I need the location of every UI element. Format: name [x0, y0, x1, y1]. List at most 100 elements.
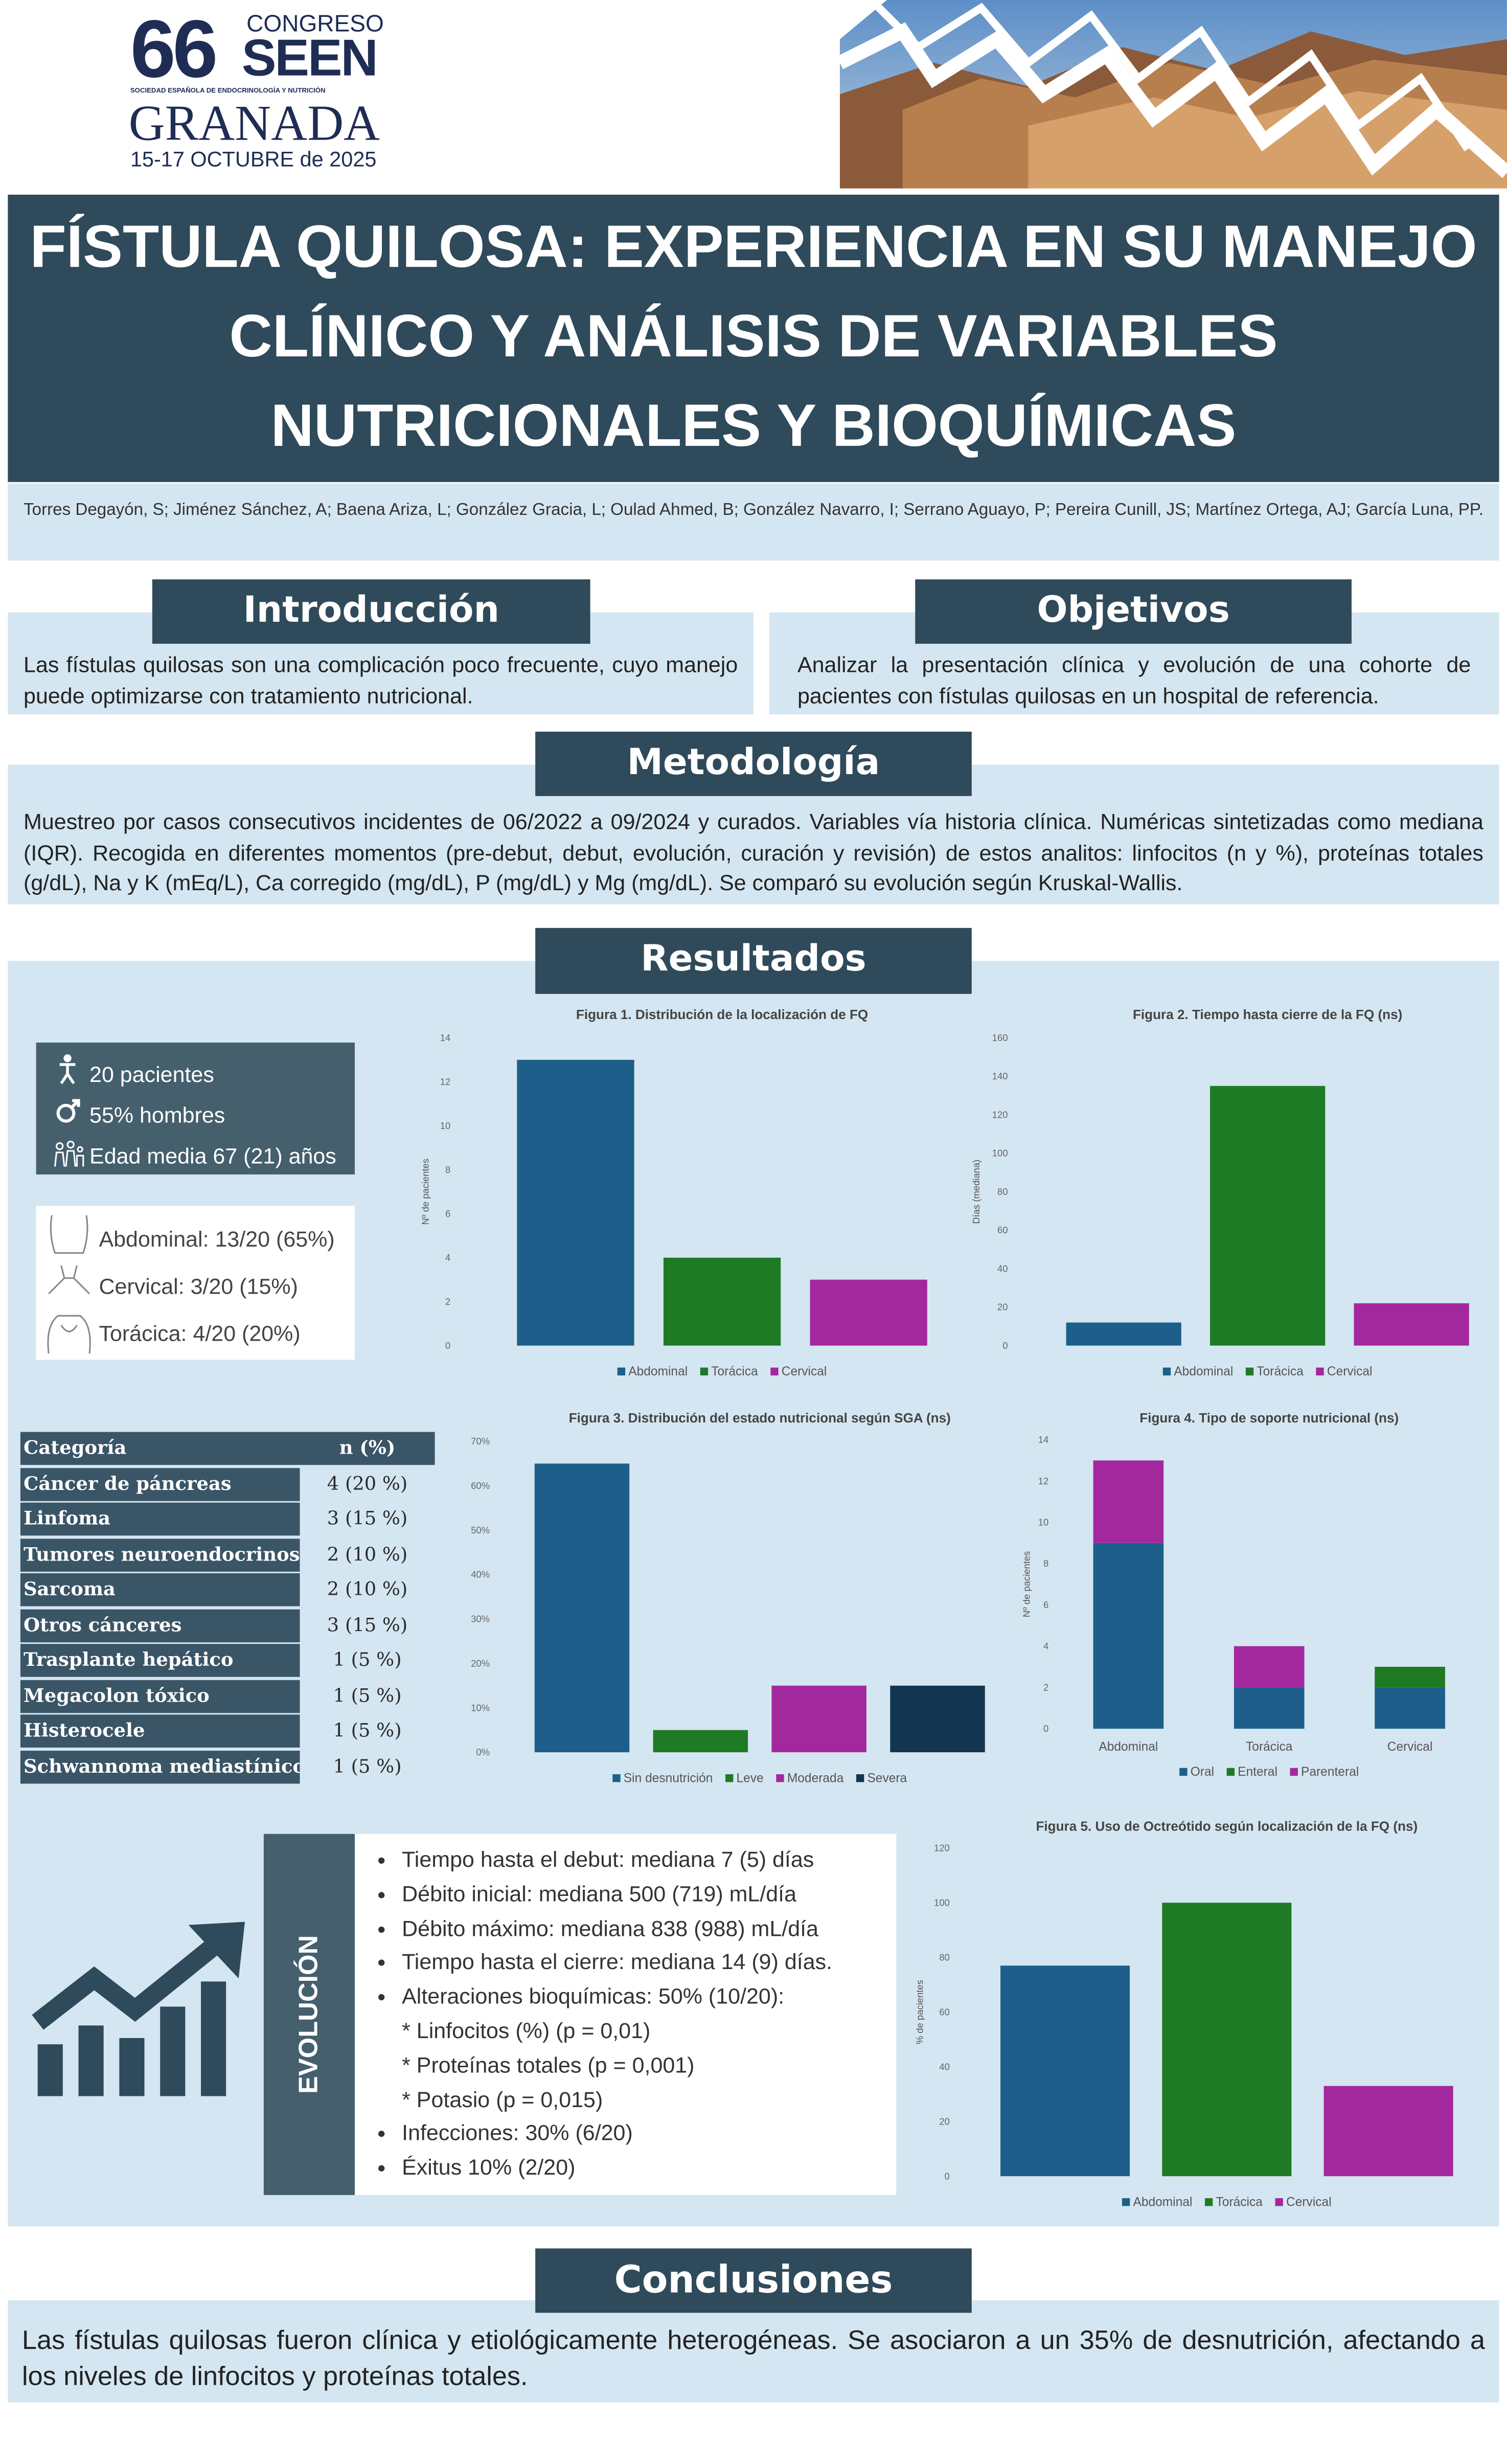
icon-bar: [37, 2044, 63, 2096]
y-tick-label: 70%: [471, 1436, 490, 1446]
chart-title: Figura 5. Uso de Octreótido según locali…: [1036, 1819, 1418, 1834]
table-header: Categoría n (%): [20, 1432, 435, 1465]
thorax-icon: [47, 1315, 91, 1354]
evolution-item: Éxitus 10% (2/20): [402, 2152, 896, 2186]
icon-bar: [78, 2025, 104, 2096]
y-tick-label: 6: [445, 1208, 450, 1219]
methods-heading: Metodología: [535, 731, 972, 796]
evolution-item: Tiempo hasta el cierre: mediana 14 (9) d…: [402, 1946, 896, 1980]
y-tick-label: 14: [1038, 1434, 1048, 1445]
legend-swatch: [770, 1367, 779, 1376]
category-cell: Schwannoma mediastínico: [20, 1750, 300, 1783]
table-row: Otros cánceres 3 (15 %): [20, 1609, 435, 1642]
table-row: Sarcoma 2 (10 %): [20, 1573, 435, 1607]
y-tick-label: 4: [445, 1252, 450, 1263]
evolution-item: Tiempo hasta el debut: mediana 7 (5) día…: [402, 1843, 896, 1878]
y-tick-label: 40%: [471, 1569, 490, 1580]
bar: [1066, 1322, 1181, 1346]
category-cell: Megacolon tóxico: [20, 1679, 300, 1712]
bar-segment: [1375, 1666, 1445, 1688]
y-tick-label: 100: [934, 1897, 950, 1908]
value-cell: 1 (5 %): [333, 1754, 402, 1777]
y-tick-label: 20: [939, 2116, 949, 2127]
evolution-item-text: Alteraciones bioquímicas: 50% (10/20):: [402, 1983, 785, 2009]
legend-swatch: [776, 1774, 784, 1782]
y-tick-label: 120: [934, 1842, 950, 1853]
bar: [771, 1685, 866, 1753]
value-cell: 3 (15 %): [327, 1507, 408, 1529]
legend-swatch: [612, 1774, 621, 1782]
legend-label: Leve: [737, 1771, 764, 1785]
y-tick-label: 40: [939, 2061, 949, 2072]
evolution-label-box: EVOLUCIÓN: [263, 1834, 355, 2195]
bar-segment: [1093, 1460, 1164, 1543]
category-cell: Otros cánceres: [20, 1609, 300, 1642]
x-tick-label: Abdominal: [1099, 1740, 1158, 1754]
bar: [517, 1059, 634, 1346]
evolution-sublist: * Linfocitos (%) (p = 0,01) * Proteínas …: [402, 2015, 896, 2117]
header-image: [839, 0, 1507, 189]
legend-label: Abdominal: [628, 1365, 688, 1378]
legend-swatch: [617, 1367, 626, 1376]
legend-swatch: [700, 1367, 709, 1376]
y-tick-label: 40: [997, 1263, 1008, 1274]
body-icons: [47, 1215, 91, 1354]
y-tick-label: 4: [1043, 1641, 1048, 1652]
evolution-subitem: * Linfocitos (%) (p = 0,01): [402, 2017, 651, 2043]
evolution-list: Tiempo hasta el debut: mediana 7 (5) día…: [355, 1843, 896, 2185]
demographics-box: 20 pacientes 55% hombres Edad media 67 (…: [36, 1043, 355, 1174]
conclusions-heading: Conclusiones: [535, 2248, 972, 2313]
intro-heading: Introducción: [152, 579, 590, 644]
bar-segment: [1093, 1543, 1164, 1729]
family-icon: [77, 1146, 83, 1152]
legend-label: Abdominal: [1133, 2195, 1192, 2209]
category-cell: Trasplante hepático: [20, 1644, 300, 1677]
value-cell: 3 (15 %): [327, 1613, 408, 1636]
y-axis-label: Días (mediana): [971, 1160, 981, 1224]
category-cell: Tumores neuroendocrinos: [20, 1538, 300, 1571]
y-tick-label: 8: [1043, 1558, 1048, 1569]
results-heading: Resultados: [535, 928, 972, 994]
y-tick-label: 120: [992, 1109, 1008, 1120]
icon-bar: [119, 2038, 145, 2096]
y-tick-label: 6: [1043, 1599, 1048, 1610]
icon-bar: [160, 2006, 186, 2096]
evolution-box: Tiempo hasta el debut: mediana 7 (5) día…: [355, 1834, 897, 2195]
title: FÍSTULA QUILOSA: EXPERIENCIA EN SU MANEJ…: [30, 215, 1477, 460]
y-tick-label: 30%: [471, 1614, 490, 1624]
category-cell: Linfoma: [20, 1502, 300, 1536]
y-tick-label: 12: [440, 1076, 450, 1087]
y-tick-label: 14: [440, 1032, 450, 1043]
y-tick-label: 50%: [471, 1525, 490, 1535]
y-tick-label: 60: [939, 2006, 949, 2017]
y-axis-label: % de pacientes: [915, 1980, 925, 2044]
legend-swatch: [725, 1774, 734, 1782]
bar-segment: [1234, 1687, 1305, 1729]
legend-label: Torácica: [711, 1365, 758, 1378]
legend-swatch: [1122, 2198, 1130, 2206]
evolution-item: Débito máximo: mediana 838 (988) mL/día: [402, 1912, 896, 1946]
y-tick-label: 20%: [471, 1658, 490, 1668]
header-cell: Categoría: [20, 1432, 300, 1465]
acronym: SEEN: [241, 28, 378, 86]
y-tick-label: 20: [997, 1302, 1008, 1313]
legend-label: Cervical: [1286, 2195, 1332, 2209]
legend-swatch: [1275, 2198, 1283, 2206]
demographic-item: 55% hombres: [89, 1102, 225, 1127]
icon-arrowhead: [188, 1922, 245, 1979]
y-tick-label: 0: [445, 1340, 450, 1351]
evolution-item: Infecciones: 30% (6/20): [402, 2117, 896, 2152]
table-row: Tumores neuroendocrinos 2 (10 %): [20, 1538, 435, 1571]
y-tick-label: 10: [1038, 1517, 1048, 1528]
congress-number: 66: [130, 5, 218, 96]
legend-swatch: [856, 1774, 864, 1782]
legend-swatch: [1226, 1768, 1235, 1776]
y-tick-label: 0%: [476, 1747, 490, 1757]
x-tick-label: Torácica: [1246, 1740, 1293, 1754]
legend-swatch: [1162, 1367, 1171, 1376]
y-tick-label: 80: [939, 1952, 949, 1962]
legend-label: Cervical: [1327, 1365, 1373, 1378]
y-tick-label: 2: [1043, 1682, 1048, 1692]
